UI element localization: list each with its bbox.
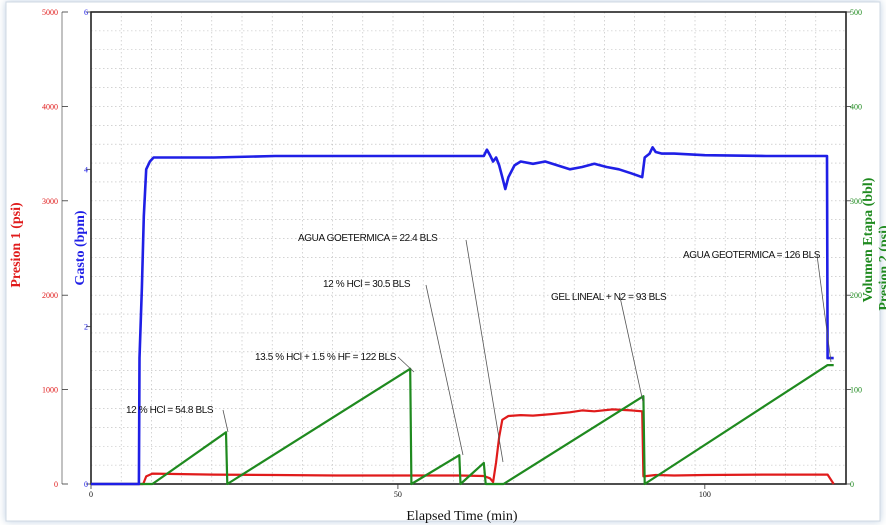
page-border [5,1,881,522]
annotation-label: 12 % HCl = 54.8 BLS [126,405,214,416]
volumen-tick-label: 500 [850,8,862,17]
x-ticks: 0 50 100 [89,484,711,499]
plot-area-frame [90,11,847,485]
volumen-tick-label: 100 [850,386,862,395]
presion1-series-line [91,408,835,486]
y-axis-title-gasto: Gasto (bpm) [73,210,88,285]
x-axis-title: Elapsed Time (min) [406,509,518,524]
annotation-leaders [222,239,832,463]
y-axis-title-volumen: Volumen Etapa (bbl) [861,177,876,302]
volumen-tick-label: 0 [850,480,854,489]
presion1-tick-label: 0 [54,480,58,489]
y-axis-title-presion2: Presion 2 (psi) [877,225,886,311]
volumen-tick-label: 400 [850,102,862,111]
annotation-layer: 12 % HCl = 54.8 BLS 13.5 % HCl + 1.5 % HF… [126,233,821,416]
gasto-series-line [91,146,834,486]
annotation-leader-line [465,239,504,463]
series-layer [91,146,835,486]
presion1-tick-label: 4000 [42,102,58,111]
presion1-tick-label: 3000 [42,197,58,206]
x-tick-label: 0 [89,490,93,499]
x-tick-label: 100 [699,490,711,499]
volumen-tick-label: 300 [850,197,862,206]
presion1-tick-label: 1000 [42,386,58,395]
presion1-tick-label: 5000 [42,8,58,17]
annotation-leader-line [425,284,464,456]
volumen-tick-label: 200 [850,291,862,300]
annotation-label: 13.5 % HCl + 1.5 % HF = 122 BLS [255,352,397,363]
annotation-leader-line [397,356,415,373]
annotation-leader-line [816,254,832,363]
gasto-tick-label: 2 [84,323,88,332]
right-ticks: 0 100 200 300 400 500 [846,8,862,489]
annotation-label: AGUA GOETERMICA = 22.4 BLS [298,233,438,244]
gasto-tick-label: 4 [84,165,88,174]
annotation-label: AGUA GEOTERMICA = 126 BLS [683,250,821,261]
y-axis-title-presion1: Presion 1 (psi) [9,202,24,288]
grid [91,12,846,484]
annotation-label: 12 % HCl = 30.5 BLS [323,279,411,290]
x-tick-label: 50 [394,490,402,499]
left-ticks: 0 1000 2000 3000 4000 5000 0 2 4 6 [42,8,91,489]
volumen-series-line [91,364,834,486]
annotation-leader-line [222,409,229,433]
presion1-tick-label: 2000 [42,291,58,300]
gasto-tick-label: 6 [84,8,88,17]
annotation-leader-line [619,296,644,403]
gasto-tick-label: 0 [84,480,88,489]
annotation-label: GEL LINEAL + N2 = 93 BLS [551,292,667,303]
